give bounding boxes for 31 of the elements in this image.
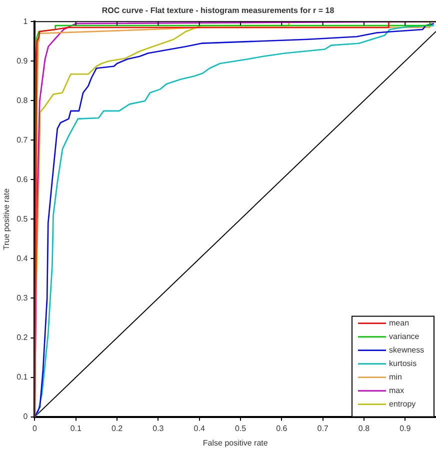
legend-label: min xyxy=(389,372,402,382)
x-tick-label: 0.9 xyxy=(400,424,412,433)
y-tick-label: 0.3 xyxy=(16,293,28,302)
y-tick-label: 0 xyxy=(23,412,28,422)
y-tick-label: 0.5 xyxy=(16,214,28,224)
legend-label: variance xyxy=(389,332,420,342)
y-tick-label: 1 xyxy=(23,16,28,26)
chart-title: ROC curve - Flat texture - histogram measurements for r = 18 xyxy=(102,6,335,16)
y-tick-label: 0.8 xyxy=(16,96,28,105)
x-tick-label: 0.6 xyxy=(276,424,288,433)
legend-label: kurtosis xyxy=(389,359,417,368)
y-tick-label: 0.6 xyxy=(16,174,28,184)
x-tick-label: 0.1 xyxy=(70,424,82,433)
x-tick-label: 0.5 xyxy=(234,424,247,433)
y-axis-title: True positive rate xyxy=(2,188,12,250)
legend-label: mean xyxy=(389,318,410,328)
y-tick-label: 0.1 xyxy=(16,372,28,382)
x-tick-label: 0.2 xyxy=(111,424,124,433)
y-tick-label: 0.2 xyxy=(16,332,28,342)
legend-label: entropy xyxy=(389,400,416,409)
x-tick-label: 0.8 xyxy=(358,424,370,433)
x-tick-label: 0.3 xyxy=(152,424,164,433)
x-tick-label: 0.7 xyxy=(317,424,329,433)
x-axis-title: False positive rate xyxy=(202,438,268,448)
x-tick-label: 0 xyxy=(32,424,38,433)
y-tick-label: 0.4 xyxy=(16,254,28,263)
y-tick-label: 0.9 xyxy=(16,56,28,66)
legend-label: max xyxy=(389,386,404,396)
legend-label: skewness xyxy=(389,346,424,355)
x-tick-label: 0.4 xyxy=(194,424,206,433)
y-tick-label: 0.7 xyxy=(16,135,28,144)
